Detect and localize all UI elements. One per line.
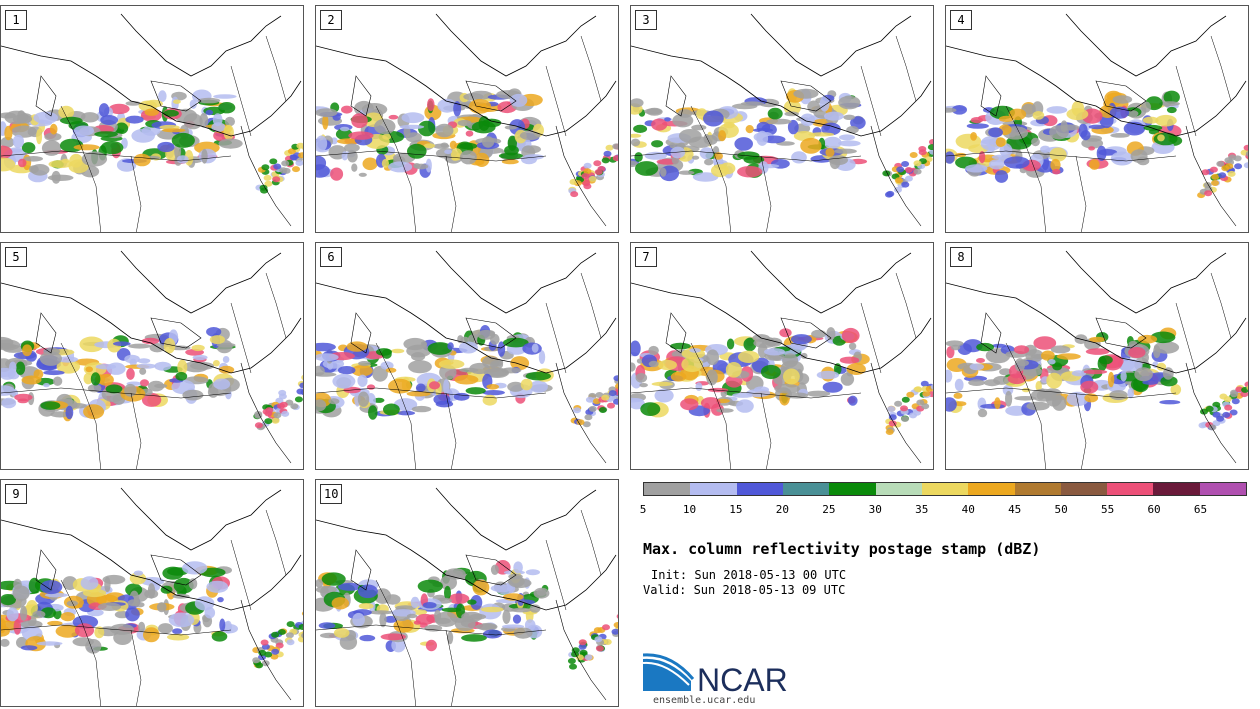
colorbar-tick-label: 30 — [868, 503, 882, 516]
reflectivity-map — [631, 250, 933, 469]
colorbar-tick-label: 60 — [1147, 503, 1161, 516]
colorbar-tick-label: 45 — [1008, 503, 1022, 516]
colorbar-segment — [782, 483, 830, 495]
colorbar-tick-label: 5 — [639, 503, 647, 516]
colorbar-tick-label: 25 — [822, 503, 836, 516]
colorbar-segment — [736, 483, 783, 495]
member-number: 4 — [950, 10, 972, 30]
logo-wordmark: NCAR — [697, 662, 788, 693]
colorbar-ticks: 5 10 15 20 25 30 35 40 45 50 55 60 65 — [639, 503, 1247, 517]
chart-title: Max. column reflectivity postage stamp (… — [643, 540, 1041, 558]
member-number: 3 — [635, 10, 657, 30]
colorbar-segment — [690, 483, 737, 495]
colorbar-segment — [644, 483, 691, 495]
colorbar-segment — [875, 483, 922, 495]
colorbar-segment — [921, 483, 969, 495]
colorbar-tick-label: 15 — [729, 503, 743, 516]
member-panel: 2 — [315, 5, 619, 233]
member-number: 9 — [5, 484, 27, 504]
reflectivity-map — [946, 13, 1248, 232]
colorbar-tick-label: 20 — [775, 503, 789, 516]
reflectivity-map — [1, 250, 303, 469]
member-number: 1 — [5, 10, 27, 30]
valid-time: Valid: Sun 2018-05-13 09 UTC — [643, 583, 846, 597]
colorbar-tick-label: 55 — [1100, 503, 1115, 516]
colorbar-segment — [968, 483, 1015, 495]
reflectivity-map — [946, 250, 1248, 469]
member-number: 8 — [950, 247, 972, 267]
member-panel: 7 — [630, 242, 934, 470]
ncar-logo: NCAR — [643, 653, 788, 693]
member-panel: 9 — [0, 479, 304, 707]
reflectivity-map — [1, 487, 303, 706]
reflectivity-map — [316, 250, 618, 469]
reflectivity-map — [316, 487, 618, 706]
reflectivity-map — [631, 13, 933, 232]
colorbar-tick-label: 65 — [1193, 503, 1208, 516]
member-number: 10 — [320, 484, 343, 504]
colorbar-segment — [1060, 483, 1108, 495]
site-url: ensemble.ucar.edu — [653, 695, 756, 706]
colorbar-tick-label: 35 — [915, 503, 929, 516]
member-panel: 4 — [945, 5, 1249, 233]
member-panel: 6 — [315, 242, 619, 470]
member-number: 7 — [635, 247, 657, 267]
colorbar-segment — [1153, 483, 1200, 495]
colorbar-segment — [829, 483, 876, 495]
colorbar-tick-label: 40 — [961, 503, 975, 516]
colorbar-segment — [1107, 483, 1154, 495]
member-number: 6 — [320, 247, 342, 267]
member-panel: 1 — [0, 5, 304, 233]
member-panel: 3 — [630, 5, 934, 233]
colorbar-tick-label: 10 — [682, 503, 697, 516]
init-time: Init: Sun 2018-05-13 00 UTC — [651, 568, 847, 582]
member-panel: 5 — [0, 242, 304, 470]
reflectivity-colorbar — [643, 482, 1247, 496]
colorbar-segment — [1014, 483, 1061, 495]
member-number: 5 — [5, 247, 27, 267]
reflectivity-map — [316, 13, 618, 232]
colorbar-tick-label: 50 — [1054, 503, 1068, 516]
reflectivity-map — [1, 13, 303, 232]
member-panel: 8 — [945, 242, 1249, 470]
member-panel: 10 — [315, 479, 619, 707]
member-number: 2 — [320, 10, 342, 30]
colorbar-segment — [1199, 483, 1247, 495]
